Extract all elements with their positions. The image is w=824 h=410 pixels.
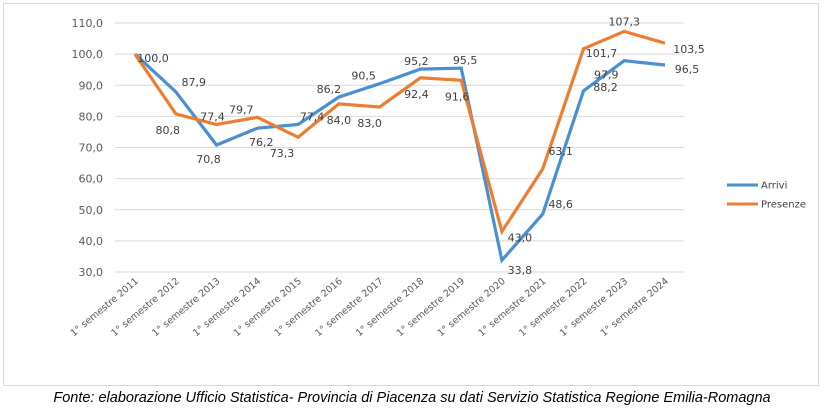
x-tick-label: 1° semestre 2018 bbox=[354, 276, 426, 339]
data-label: 70,8 bbox=[196, 153, 221, 166]
data-label: 97,9 bbox=[594, 69, 619, 82]
y-axis-ticks: 30,0 40,0 50,0 60,0 70,0 80,0 90,0 100,0 110,0 bbox=[72, 17, 104, 279]
data-label: 103,5 bbox=[673, 43, 705, 56]
y-tick-label: 40,0 bbox=[79, 235, 104, 248]
legend: Arrivi Presenze bbox=[727, 181, 806, 211]
data-label: 80,8 bbox=[156, 124, 181, 137]
x-tick-label: 1° semestre 2014 bbox=[191, 276, 263, 339]
data-label: 90,5 bbox=[351, 70, 376, 83]
data-label: 91,6 bbox=[445, 90, 470, 103]
series-line-arrivi bbox=[133, 52, 666, 264]
legend-label-arrivi: Arrivi bbox=[761, 181, 787, 192]
data-label: 73,3 bbox=[270, 147, 295, 160]
line-chart: 30,0 40,0 50,0 60,0 70,0 80,0 90,0 100,0 110,0 1… bbox=[69, 15, 806, 339]
series-lines bbox=[133, 29, 666, 264]
data-label: 87,9 bbox=[182, 76, 207, 89]
data-label: 95,5 bbox=[453, 54, 478, 67]
data-label: 77,4 bbox=[200, 110, 225, 123]
data-label: 84,0 bbox=[327, 114, 352, 127]
data-label: 88,2 bbox=[593, 81, 618, 94]
data-label: 43,0 bbox=[508, 232, 533, 245]
y-tick-label: 50,0 bbox=[79, 204, 104, 217]
data-label: 96,5 bbox=[675, 63, 700, 76]
y-tick-label: 30,0 bbox=[79, 266, 104, 279]
x-tick-label: 1° semestre 2011 bbox=[69, 276, 141, 339]
x-tick-label: 1° semestre 2021 bbox=[476, 276, 548, 339]
x-tick-label: 1° semestre 2024 bbox=[599, 276, 671, 339]
data-label: 48,6 bbox=[548, 198, 573, 211]
data-labels: 100,0 87,9 70,8 76,2 77,4 86,2 90,5 95,2 95,5 33,… bbox=[137, 15, 705, 277]
x-tick-label: 1° semestre 2023 bbox=[558, 276, 630, 339]
series-line-presenze bbox=[133, 29, 666, 236]
y-tick-label: 90,0 bbox=[79, 79, 104, 92]
data-label: 77,4 bbox=[300, 110, 325, 123]
x-tick-label: 1° semestre 2020 bbox=[436, 276, 508, 339]
y-tick-label: 100,0 bbox=[72, 48, 104, 61]
x-tick-label: 1° semestre 2022 bbox=[517, 276, 589, 339]
x-tick-label: 1° semestre 2015 bbox=[232, 276, 304, 339]
data-label: 83,0 bbox=[357, 117, 382, 130]
x-tick-label: 1° semestre 2016 bbox=[272, 276, 344, 339]
x-tick-label: 1° semestre 2019 bbox=[395, 276, 467, 339]
gridlines bbox=[115, 22, 684, 273]
data-label: 79,7 bbox=[229, 103, 254, 116]
legend-label-presenze: Presenze bbox=[761, 200, 806, 211]
y-tick-label: 70,0 bbox=[79, 142, 104, 155]
data-label: 76,2 bbox=[249, 136, 274, 149]
data-label: 107,3 bbox=[608, 15, 640, 28]
y-tick-label: 80,0 bbox=[79, 110, 104, 123]
x-tick-label: 1° semestre 2017 bbox=[313, 276, 385, 339]
y-tick-label: 110,0 bbox=[72, 17, 104, 30]
data-label: 92,4 bbox=[404, 88, 429, 101]
x-tick-label: 1° semestre 2013 bbox=[150, 276, 222, 339]
data-label: 63,1 bbox=[548, 145, 573, 158]
y-tick-label: 60,0 bbox=[79, 173, 104, 186]
data-label: 86,2 bbox=[317, 83, 342, 96]
chart-frame bbox=[3, 3, 819, 386]
data-label: 100,0 bbox=[137, 52, 169, 65]
data-label: 33,8 bbox=[508, 264, 533, 277]
source-caption: Fonte: elaborazione Ufficio Statistica- … bbox=[53, 390, 771, 406]
data-label: 101,7 bbox=[586, 47, 618, 60]
data-label: 95,2 bbox=[404, 55, 429, 68]
x-tick-label: 1° semestre 2012 bbox=[109, 276, 181, 339]
